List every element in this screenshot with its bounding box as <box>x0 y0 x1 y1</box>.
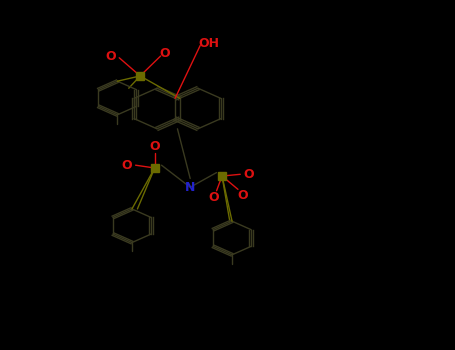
Text: OH: OH <box>198 37 219 50</box>
Text: N: N <box>185 181 195 194</box>
Text: O: O <box>243 168 254 181</box>
Text: O: O <box>149 140 160 154</box>
Text: O: O <box>208 190 219 204</box>
Text: O: O <box>159 47 170 60</box>
Text: O: O <box>121 159 132 172</box>
Text: O: O <box>237 189 248 202</box>
Text: O: O <box>106 49 116 63</box>
